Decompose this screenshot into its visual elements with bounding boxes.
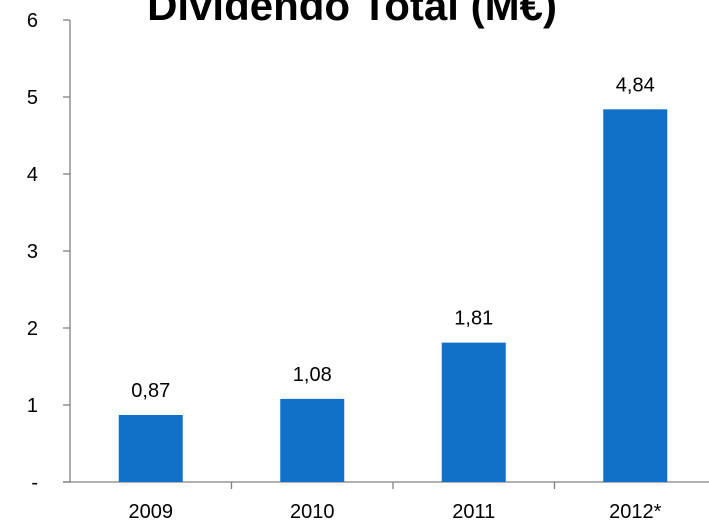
x-tick-label: 2010 bbox=[290, 501, 335, 523]
y-tick-label: 4 bbox=[27, 164, 38, 186]
y-tick-label: 2 bbox=[27, 318, 38, 340]
data-label: 1,08 bbox=[293, 364, 332, 386]
y-tick-label: 6 bbox=[27, 10, 38, 32]
data-label: 4,84 bbox=[616, 74, 655, 96]
chart-title: Dividendo Total (M€) bbox=[147, 0, 557, 29]
x-tick-label: 2012* bbox=[609, 501, 661, 523]
data-label: 0,87 bbox=[131, 380, 170, 402]
bar bbox=[441, 342, 506, 482]
plot-area: - 1 2 3 4 5 6 0,87 2009 1,08 2010 1,81 2011 4,84 2012* bbox=[27, 10, 709, 523]
y-tick-label: - bbox=[31, 472, 38, 494]
data-label: 1,81 bbox=[454, 308, 493, 330]
y-tick-label: 1 bbox=[27, 395, 38, 417]
bar bbox=[118, 415, 183, 482]
x-tick-label: 2011 bbox=[452, 501, 495, 523]
bar bbox=[280, 398, 345, 482]
x-tick-label: 2009 bbox=[129, 501, 174, 523]
bar bbox=[603, 109, 668, 482]
y-tick-label: 5 bbox=[27, 87, 38, 109]
y-tick-label: 3 bbox=[27, 241, 38, 263]
